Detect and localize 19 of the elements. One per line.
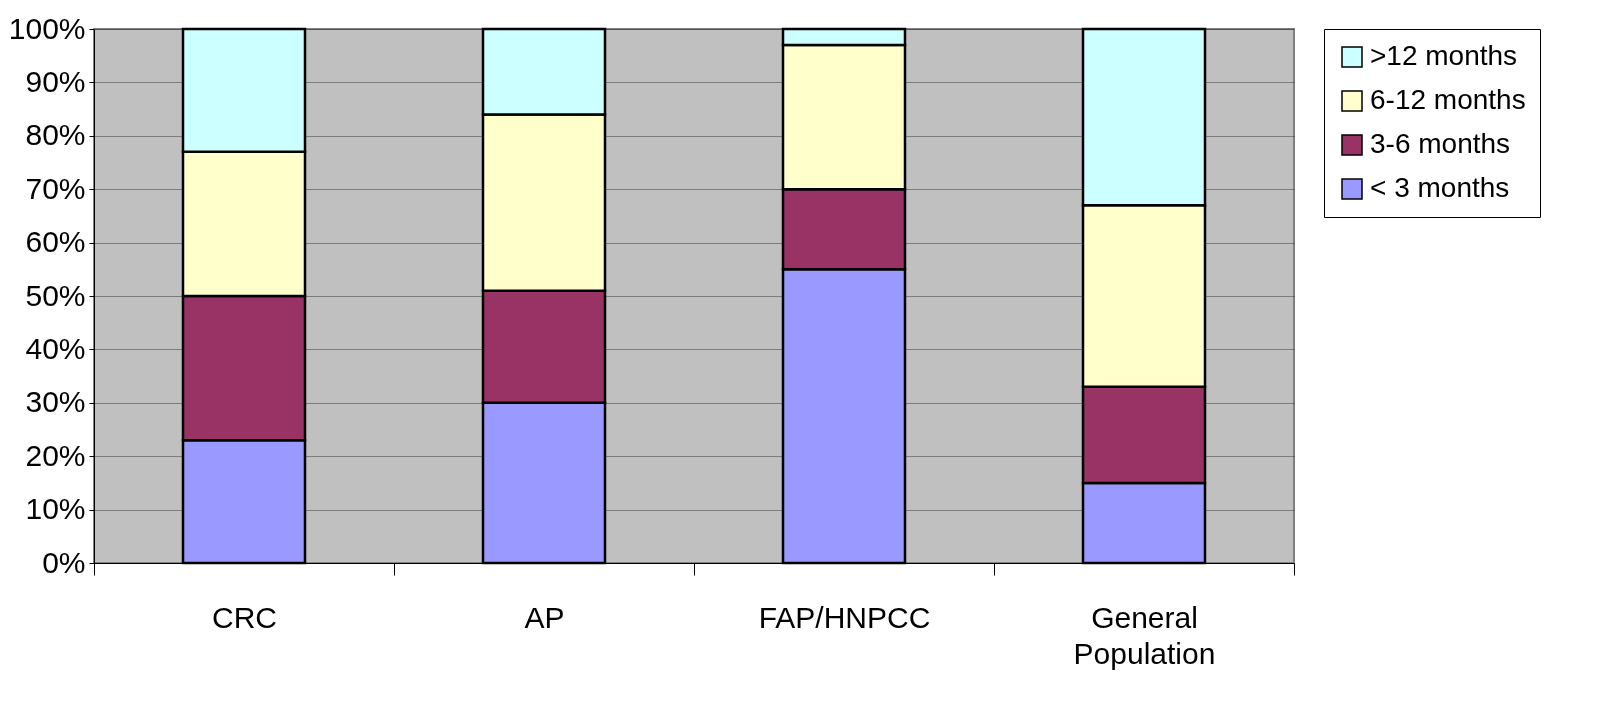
legend-label: < 3 months xyxy=(1370,172,1510,203)
legend-label: >12 months xyxy=(1370,40,1518,71)
x-tick-label: AP xyxy=(524,600,565,634)
y-tick-label: 0% xyxy=(42,545,86,579)
legend-label: 3-6 months xyxy=(1370,128,1511,159)
y-tick-label: 50% xyxy=(25,278,86,312)
y-tick-label: 100% xyxy=(8,11,86,45)
x-tick-label: FAP/HNPCC xyxy=(758,600,931,634)
x-tick-label: General Population xyxy=(1073,600,1216,670)
y-tick-label: 60% xyxy=(25,225,86,259)
x-tick-label: CRC xyxy=(212,600,277,634)
y-tick-label: 90% xyxy=(25,64,86,98)
y-tick-label: 30% xyxy=(25,385,86,419)
y-tick-label: 20% xyxy=(25,438,86,472)
y-tick-label: 10% xyxy=(25,492,86,526)
y-tick-label: 80% xyxy=(25,118,86,152)
legend-label: 6-12 months xyxy=(1370,84,1526,115)
y-tick-label: 40% xyxy=(25,331,86,365)
y-tick-label: 70% xyxy=(25,171,86,205)
